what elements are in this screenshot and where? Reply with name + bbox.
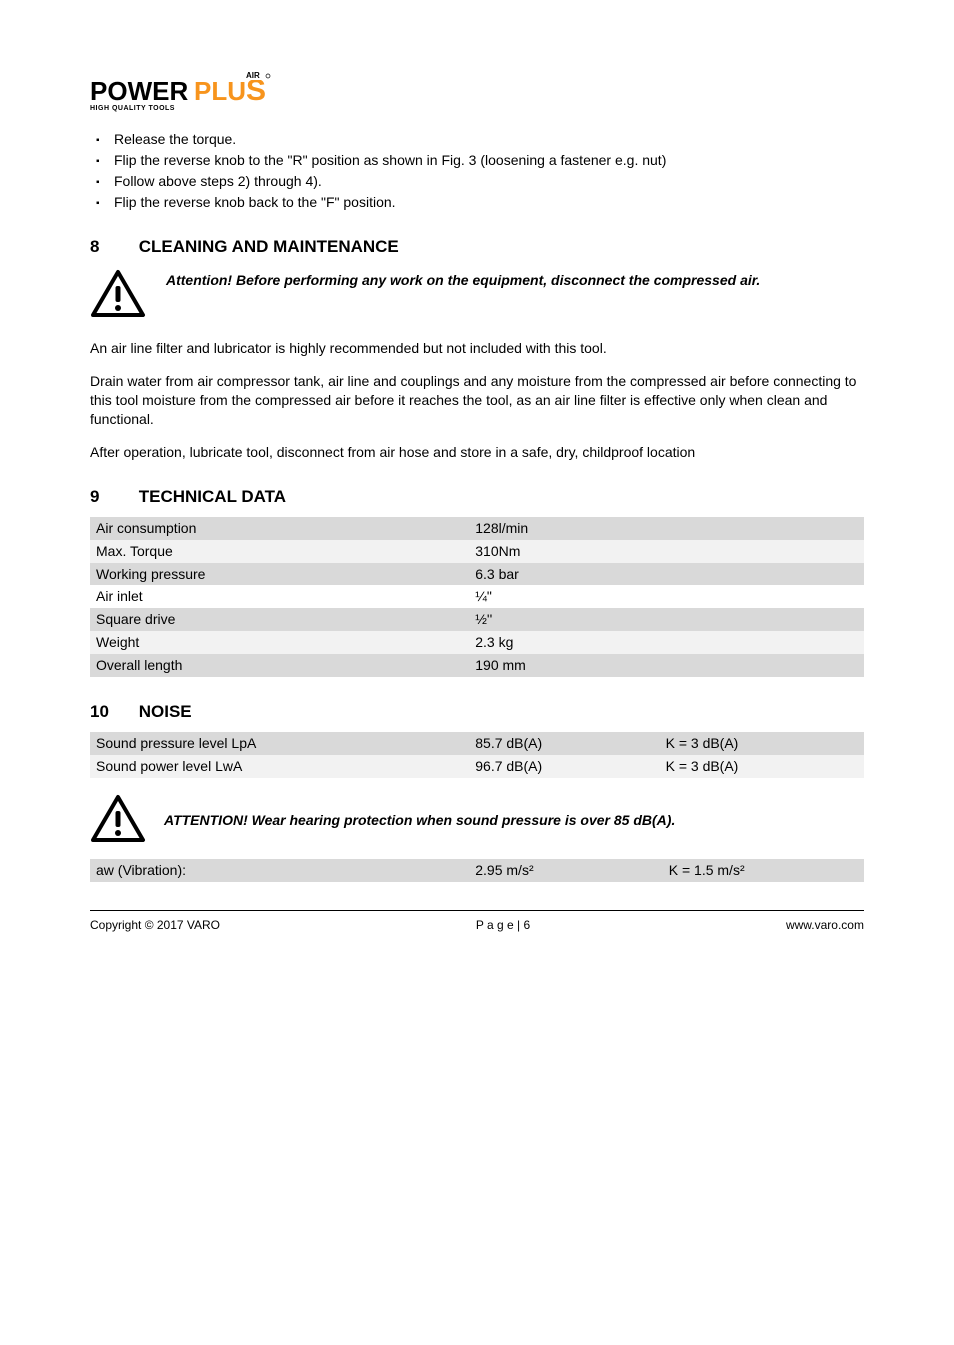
table-row: Overall length 190 mm [90, 654, 864, 677]
cleaning-para-1: An air line filter and lubricator is hig… [90, 339, 864, 358]
spec-value: 128l/min [469, 517, 864, 540]
list-item: Flip the reverse knob to the "R" positio… [114, 151, 864, 170]
section-cleaning-heading: 8 CLEANING AND MAINTENANCE [90, 236, 864, 259]
powerplus-logo: POWER PLU S AIR HIGH QUALITY TOOLS [90, 70, 280, 118]
spec-value: 2.3 kg [469, 631, 864, 654]
warning-icon [90, 269, 146, 324]
hearing-warning: ATTENTION! Wear hearing protection when … [90, 792, 864, 849]
table-row: Sound pressure level LpA 85.7 dB(A) K = … [90, 732, 864, 755]
noise-k: K = 3 dB(A) [660, 732, 864, 755]
spec-label: Square drive [90, 608, 469, 631]
warning-text: Attention! Before performing any work on… [166, 267, 760, 290]
spec-label: Overall length [90, 654, 469, 677]
footer-page: P a g e | 6 [476, 917, 530, 933]
section-number: 10 [90, 701, 134, 724]
list-item: Release the torque. [114, 130, 864, 149]
noise-value: 96.7 dB(A) [469, 755, 659, 778]
tech-data-table: Air consumption 128l/min Max. Torque 310… [90, 517, 864, 677]
table-row: Square drive ½'' [90, 608, 864, 631]
section-title: CLEANING AND MAINTENANCE [139, 237, 399, 256]
list-item: Follow above steps 2) through 4). [114, 172, 864, 191]
spec-label: Max. Torque [90, 540, 469, 563]
table-row: Air inlet ¼" [90, 585, 864, 608]
table-row: Air consumption 128l/min [90, 517, 864, 540]
logo-air-text: AIR [246, 71, 260, 80]
spec-value: 190 mm [469, 654, 864, 677]
section-number: 9 [90, 486, 134, 509]
spec-value: ½'' [469, 608, 864, 631]
noise-table: Sound pressure level LpA 85.7 dB(A) K = … [90, 732, 864, 778]
logo-plus-text: PLU [194, 76, 246, 106]
section-title: NOISE [139, 702, 192, 721]
section-noise-heading: 10 NOISE [90, 701, 864, 724]
table-row: Max. Torque 310Nm [90, 540, 864, 563]
spec-value: ¼" [469, 585, 864, 608]
spec-value: 310Nm [469, 540, 864, 563]
table-row: Working pressure 6.3 bar [90, 563, 864, 586]
cleaning-warning: Attention! Before performing any work on… [90, 267, 864, 324]
spec-label: Air inlet [90, 585, 469, 608]
footer-divider [90, 910, 864, 911]
warning-text: ATTENTION! Wear hearing protection when … [164, 811, 675, 830]
vibration-k: K = 1.5 m/s² [663, 859, 864, 882]
warning-icon [90, 794, 146, 849]
section-number: 8 [90, 236, 134, 259]
spec-label: Weight [90, 631, 469, 654]
table-row: Sound power level LwA 96.7 dB(A) K = 3 d… [90, 755, 864, 778]
footer-url: www.varo.com [786, 917, 864, 933]
logo-tagline: HIGH QUALITY TOOLS [90, 105, 175, 112]
cleaning-para-3: After operation, lubricate tool, disconn… [90, 443, 864, 462]
noise-value: 85.7 dB(A) [469, 732, 659, 755]
reverse-steps-list: Release the torque. Flip the reverse kno… [90, 130, 864, 212]
brand-logo: POWER PLU S AIR HIGH QUALITY TOOLS [90, 70, 864, 118]
section-title: TECHNICAL DATA [139, 487, 286, 506]
noise-k: K = 3 dB(A) [660, 755, 864, 778]
logo-power-text: POWER [90, 76, 188, 106]
table-row: Weight 2.3 kg [90, 631, 864, 654]
vibration-value: 2.95 m/s² [469, 859, 663, 882]
section-tech-heading: 9 TECHNICAL DATA [90, 486, 864, 509]
noise-label: Sound power level LwA [90, 755, 469, 778]
footer-copyright: Copyright © 2017 VARO [90, 917, 220, 933]
spec-label: Air consumption [90, 517, 469, 540]
vibration-table: aw (Vibration): 2.95 m/s² K = 1.5 m/s² [90, 859, 864, 882]
table-row: aw (Vibration): 2.95 m/s² K = 1.5 m/s² [90, 859, 864, 882]
spec-value: 6.3 bar [469, 563, 864, 586]
vibration-label: aw (Vibration): [90, 859, 469, 882]
page-footer: Copyright © 2017 VARO P a g e | 6 www.va… [90, 917, 864, 933]
cleaning-para-2: Drain water from air compressor tank, ai… [90, 372, 864, 429]
list-item: Flip the reverse knob back to the "F" po… [114, 193, 864, 212]
spec-label: Working pressure [90, 563, 469, 586]
noise-label: Sound pressure level LpA [90, 732, 469, 755]
